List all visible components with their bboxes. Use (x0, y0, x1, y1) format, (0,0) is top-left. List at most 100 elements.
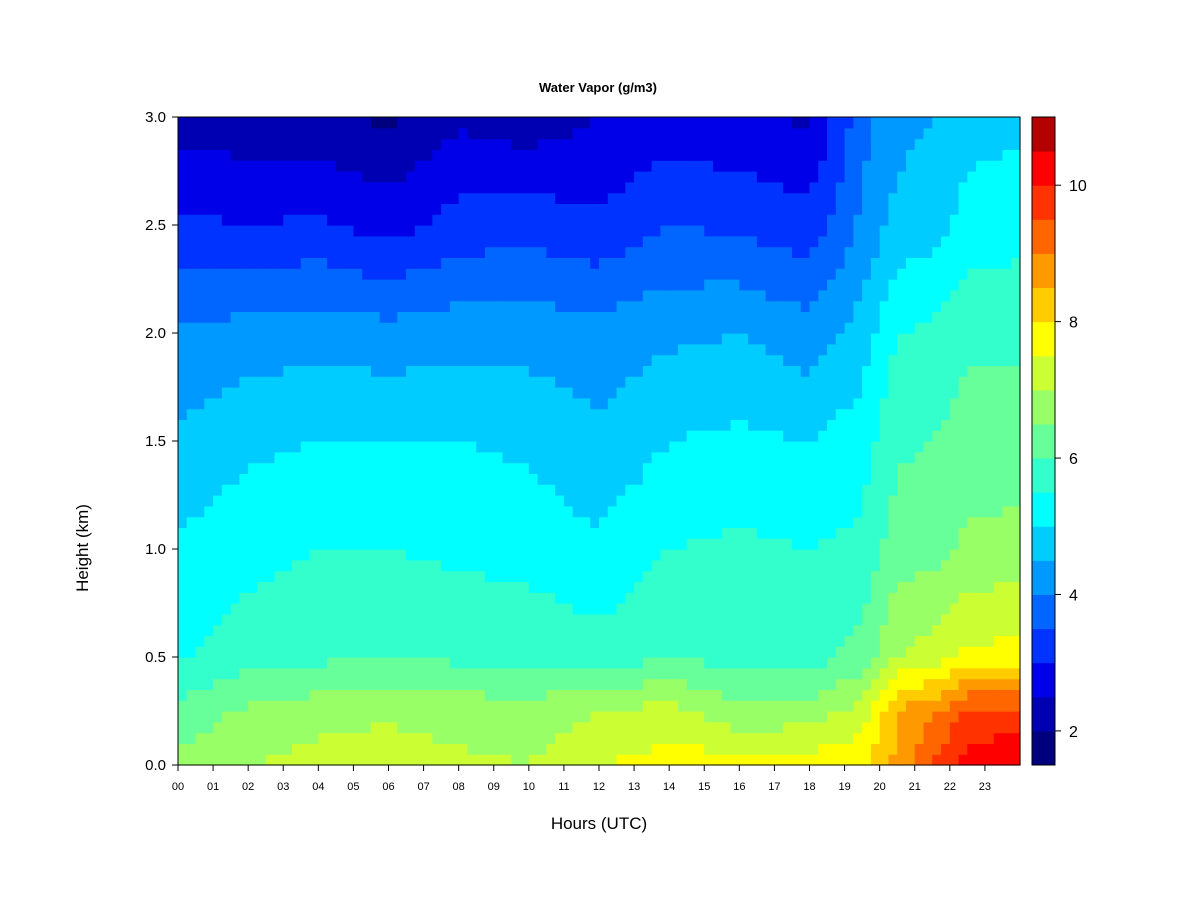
heatmap-cell (967, 451, 977, 464)
heatmap-cell (204, 505, 214, 518)
heatmap-cell (888, 743, 898, 755)
heatmap-cell (511, 279, 521, 291)
heatmap-cell (844, 721, 854, 734)
heatmap-cell (546, 203, 556, 215)
heatmap-cell (572, 613, 583, 626)
heatmap-cell (502, 657, 512, 669)
heatmap-cell (932, 376, 942, 388)
heatmap-cell (862, 397, 872, 410)
heatmap-cell (590, 732, 600, 744)
heatmap-cell (230, 235, 240, 248)
heatmap-cell (739, 516, 749, 528)
heatmap-cell (686, 505, 697, 518)
heatmap-cell (265, 235, 276, 248)
heatmap-cell (914, 365, 925, 377)
heatmap-cell (914, 592, 925, 604)
heatmap-cell (484, 419, 495, 431)
heatmap-cell (704, 225, 714, 237)
heatmap-cell (511, 376, 521, 388)
heatmap-cell (844, 516, 854, 528)
heatmap-cell (186, 333, 197, 345)
heatmap-cell (888, 311, 898, 323)
heatmap-cell (441, 246, 451, 258)
heatmap-cell (537, 549, 547, 561)
heatmap-cell (809, 203, 819, 215)
heatmap-cell (327, 441, 337, 453)
heatmap-cell (800, 203, 811, 215)
heatmap-cell (379, 235, 390, 248)
heatmap-cell (379, 484, 390, 496)
heatmap-cell (414, 635, 425, 647)
heatmap-cell (1011, 322, 1021, 334)
heatmap-cell (555, 624, 565, 636)
heatmap-cell (967, 635, 977, 647)
heatmap-cell (344, 603, 355, 615)
heatmap-cell (309, 225, 319, 237)
heatmap-cell (520, 538, 530, 550)
heatmap-cell (756, 559, 767, 572)
heatmap-cell (976, 430, 986, 442)
heatmap-cell (388, 635, 398, 647)
heatmap-cell (897, 257, 907, 269)
heatmap-cell (178, 613, 188, 626)
heatmap-cell (484, 700, 495, 712)
heatmap-cell (651, 581, 661, 593)
heatmap-cell (888, 268, 898, 280)
heatmap-cell (713, 743, 723, 755)
heatmap-cell (800, 376, 811, 388)
heatmap-cell (520, 732, 530, 744)
heatmap-cell (300, 657, 311, 669)
heatmap-cell (178, 451, 188, 464)
heatmap-cell (774, 700, 784, 712)
heatmap-cell (660, 451, 670, 464)
heatmap-cell (607, 570, 618, 582)
heatmap-cell (441, 397, 451, 410)
heatmap-cell (318, 419, 328, 431)
heatmap-cell (888, 257, 898, 269)
heatmap-cell (335, 203, 346, 215)
heatmap-cell (844, 700, 854, 712)
heatmap-cell (739, 527, 749, 539)
heatmap-cell (625, 214, 635, 226)
heatmap-cell (949, 376, 960, 388)
heatmap-cell (739, 268, 749, 280)
heatmap-cell (669, 473, 679, 485)
heatmap-cell (467, 700, 477, 712)
heatmap-cell (748, 527, 758, 539)
heatmap-cell (958, 538, 968, 550)
heatmap-cell (221, 538, 232, 550)
heatmap-cell (327, 430, 337, 442)
heatmap-cell (809, 635, 819, 647)
heatmap-cell (213, 376, 223, 388)
heatmap-cell (230, 505, 240, 518)
heatmap-cell (1002, 505, 1012, 518)
heatmap-cell (748, 473, 758, 485)
heatmap-cell (406, 646, 416, 658)
heatmap-cell (660, 203, 670, 215)
heatmap-cell (309, 408, 319, 420)
heatmap-cell (695, 246, 705, 258)
heatmap-cell (984, 311, 995, 323)
heatmap-cell (1011, 354, 1021, 366)
heatmap-cell (520, 333, 530, 345)
heatmap-cell (879, 613, 890, 626)
heatmap-cell (292, 246, 302, 258)
heatmap-cell (502, 635, 512, 647)
heatmap-cell (914, 246, 925, 258)
heatmap-cell (537, 505, 547, 518)
heatmap-cell (599, 462, 609, 474)
heatmap-cell (888, 322, 898, 334)
heatmap-cell (905, 667, 916, 680)
heatmap-cell (599, 246, 609, 258)
heatmap-cell (423, 473, 433, 485)
heatmap-cell (493, 419, 504, 431)
heatmap-cell (484, 430, 495, 442)
heatmap-cell (634, 246, 644, 258)
heatmap-cell (897, 570, 907, 582)
heatmap-cell (984, 743, 995, 755)
heatmap-cell (704, 678, 714, 690)
heatmap-cell (572, 343, 583, 356)
heatmap-cell (897, 333, 907, 345)
heatmap-cell (300, 538, 311, 550)
heatmap-cell (914, 473, 925, 485)
